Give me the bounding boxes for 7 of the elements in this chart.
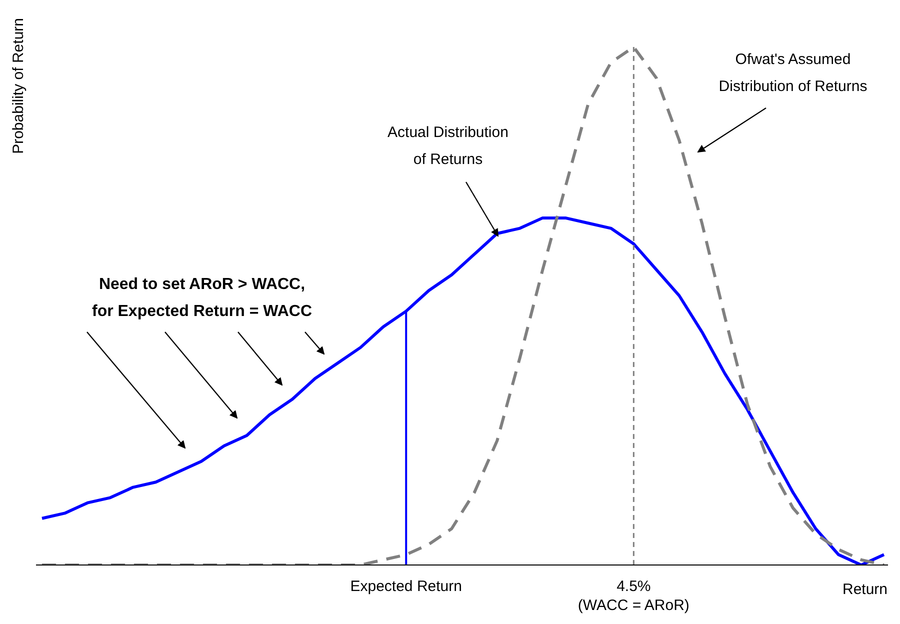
annotation: Ofwat's Assumed Distribution of Returns (718, 51, 868, 95)
x-axis-title: Return (842, 581, 888, 598)
x-tick-label: 4.5% (WACC = ARoR) (578, 578, 690, 614)
x-tick-label: Expected Return (350, 578, 462, 595)
annotation: Actual Distribution of Returns (388, 124, 508, 168)
y-axis-title: Probability of Return (10, 18, 27, 154)
annotation: Need to set ARoR > WACC, for Expected Return = WACC (92, 276, 312, 320)
